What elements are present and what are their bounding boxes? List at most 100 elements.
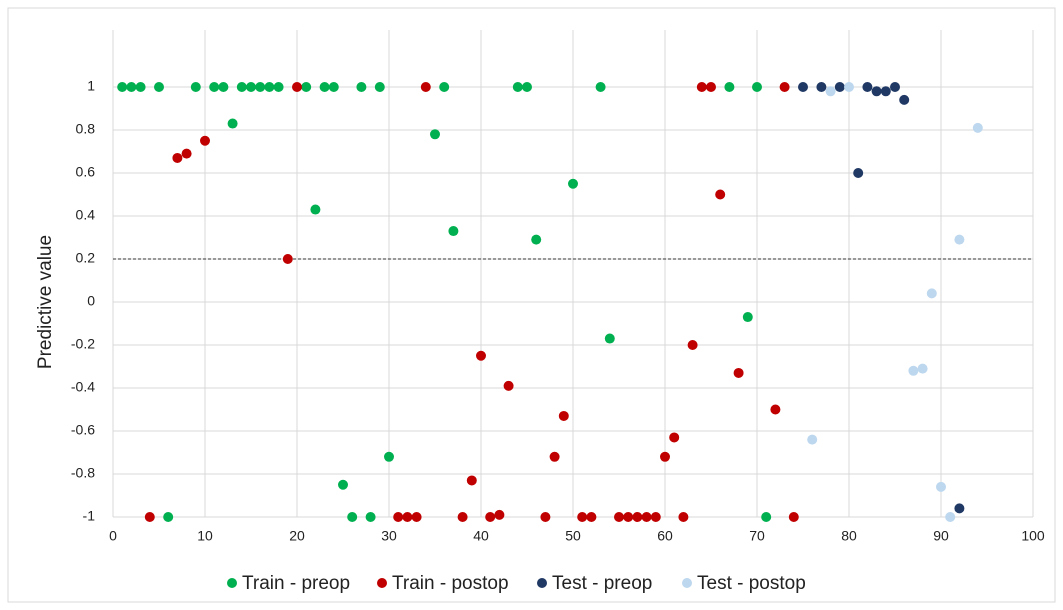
data-point [466, 475, 477, 486]
data-point [200, 135, 210, 146]
data-point [724, 82, 735, 92]
x-tick-label: 60 [657, 528, 673, 544]
data-point [844, 82, 854, 92]
data-point [558, 410, 569, 421]
data-point [862, 82, 873, 92]
data-point [282, 254, 293, 264]
data-point [742, 312, 753, 323]
data-point [540, 512, 551, 522]
data-point [779, 82, 790, 92]
legend-label: Test - preop [552, 573, 652, 594]
data-point [816, 82, 827, 92]
data-point [972, 122, 983, 133]
data-point [696, 82, 707, 92]
data-point [328, 82, 339, 92]
data-point [715, 189, 726, 200]
data-point [871, 86, 882, 97]
data-point [798, 82, 808, 92]
y-tick-label: -0.4 [71, 379, 95, 395]
legend-marker [227, 578, 237, 588]
data-point [752, 82, 762, 92]
data-point [393, 512, 404, 522]
y-tick-label: 0.6 [76, 164, 96, 180]
data-point [660, 451, 670, 462]
data-point [485, 512, 496, 522]
data-point [154, 82, 164, 92]
data-point [770, 404, 781, 415]
data-point [264, 82, 275, 92]
data-point [163, 512, 174, 522]
data-point [448, 226, 459, 237]
x-tick-label: 50 [565, 528, 581, 544]
data-point [246, 82, 256, 92]
legend-label: Train - postop [392, 573, 509, 594]
data-point [604, 333, 615, 344]
data-point [549, 451, 560, 462]
x-tick-label: 20 [289, 528, 305, 544]
data-point [126, 82, 137, 92]
data-point [430, 129, 440, 140]
x-tick-label: 100 [1021, 528, 1045, 544]
data-point [503, 380, 514, 391]
data-point [144, 512, 155, 522]
legend-marker [682, 578, 692, 588]
data-point [945, 512, 956, 522]
legend-label: Test - postop [697, 573, 806, 594]
data-point [834, 82, 845, 92]
legend-marker [377, 578, 387, 588]
x-tick-label: 90 [933, 528, 949, 544]
data-point [365, 512, 376, 522]
data-point [319, 82, 330, 92]
data-point [218, 82, 229, 92]
data-point [807, 434, 818, 445]
y-tick-label: -0.2 [71, 336, 95, 352]
data-point [374, 82, 385, 92]
y-axis-label: Predictive value [35, 235, 56, 369]
x-tick-label: 80 [841, 528, 857, 544]
y-tick-label: 0.8 [76, 121, 96, 137]
data-point [917, 363, 928, 374]
data-point [678, 512, 689, 522]
data-point [338, 479, 348, 490]
data-point [347, 512, 358, 522]
data-point [420, 82, 431, 92]
data-point [181, 148, 192, 159]
data-point [890, 82, 900, 92]
data-point [954, 234, 965, 245]
data-point [614, 512, 624, 522]
data-point [954, 503, 965, 514]
x-tick-label: 30 [381, 528, 397, 544]
data-point [209, 82, 220, 92]
data-point [650, 512, 661, 522]
data-point [301, 82, 312, 92]
data-point [899, 94, 910, 105]
data-point [439, 82, 450, 92]
x-tick-label: 40 [473, 528, 489, 544]
data-point [273, 82, 284, 92]
data-point [623, 512, 634, 522]
data-point [236, 82, 247, 92]
data-point [595, 82, 606, 92]
data-point [853, 168, 864, 178]
y-tick-label: -0.8 [71, 465, 95, 481]
data-point [411, 512, 422, 522]
data-point [880, 86, 891, 97]
data-point [476, 350, 486, 361]
data-point [687, 340, 698, 350]
x-tick-label: 10 [197, 528, 213, 544]
data-point [512, 82, 523, 92]
data-point [733, 367, 744, 378]
y-tick-label: 0 [87, 293, 95, 309]
data-point [706, 82, 716, 92]
data-point [761, 512, 772, 522]
y-tick-label: 1 [87, 78, 95, 94]
data-point [936, 481, 946, 492]
data-point [641, 512, 652, 522]
chart-border [7, 7, 1056, 603]
data-point [255, 82, 266, 92]
data-point [356, 82, 367, 92]
data-point [531, 234, 542, 245]
data-point [457, 512, 468, 522]
data-point [494, 509, 505, 520]
